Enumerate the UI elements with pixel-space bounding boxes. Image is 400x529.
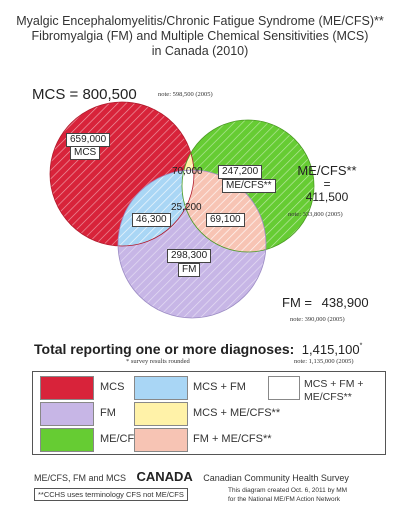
fm-total: FM = 438,900 xyxy=(282,295,369,310)
mcs-only-value: 659,000 xyxy=(66,133,111,147)
legend-swatch-fm xyxy=(40,402,94,426)
legend-swatch-all-three xyxy=(268,376,300,400)
legend-label-mcs-mecfs: MCS + ME/CFS** xyxy=(193,407,281,419)
mecfs-only-label: ME/CFS** xyxy=(222,179,276,193)
mcs-total: MCS = 800,500 xyxy=(32,86,137,103)
summary-value-mark: * xyxy=(359,342,363,350)
mecfs-total-value: 411,500 xyxy=(305,190,349,204)
legend-swatch-mcs xyxy=(40,376,94,400)
mecfs-total: ME/CFS** = 411,500 xyxy=(296,163,358,204)
mcs-mecfs-value: 70,000 xyxy=(172,166,203,177)
summary-label: Total reporting one or more diagnoses: xyxy=(34,341,295,357)
fm-only-label: FM xyxy=(178,263,201,277)
summary-line: Total reporting one or more diagnoses: 1… xyxy=(34,341,362,359)
legend-label-all-three: MCS + FM + ME/CFS** xyxy=(304,378,364,403)
mcs-only-label: MCS xyxy=(70,146,101,160)
legend-swatch-mcs-mecfs xyxy=(134,402,188,426)
diagram-title: Myalgic Encephalomyelitis/Chronic Fatigu… xyxy=(0,14,400,59)
fm-mecfs-value: 69,100 xyxy=(206,213,245,227)
legend-label-fm-mecfs: FM + ME/CFS** xyxy=(193,433,272,445)
legend-label-mcs-fm: MCS + FM xyxy=(193,381,246,393)
title-line-3: in Canada (2010) xyxy=(151,44,249,58)
footer-left: ME/CFS, FM and MCS xyxy=(34,473,127,483)
summary-sub: * survey results rounded xyxy=(126,358,190,365)
legend xyxy=(32,371,386,455)
title-line-2: Fibromyalgia (FM) and Multiple Chemical … xyxy=(31,29,369,43)
mcs-total-label: MCS = xyxy=(32,86,79,103)
legend-label-mcs: MCS xyxy=(100,381,125,393)
footer-terminology: **CCHS uses terminology CFS not ME/CFS xyxy=(34,488,188,501)
legend-swatch-mcs-fm xyxy=(134,376,188,400)
legend-swatch-fm-mecfs xyxy=(134,428,188,452)
summary-value: 1,415,100 xyxy=(301,342,360,357)
mcs-fm-value: 46,300 xyxy=(132,213,171,227)
footer-title: ME/CFS, FM and MCS CANADA Canadian Commu… xyxy=(34,468,349,486)
mcs-total-value: 800,500 xyxy=(82,86,137,103)
mecfs-note: note: 333,800 (2005) xyxy=(288,211,343,218)
footer-credit-1: This diagram created Oct. 6, 2011 by MM xyxy=(228,487,348,494)
mecfs-only-value: 247,200 xyxy=(218,165,263,179)
footer-survey: Canadian Community Health Survey xyxy=(203,473,349,483)
fm-note: note: 390,000 (2005) xyxy=(290,316,345,323)
footer-country: CANADA xyxy=(136,469,193,484)
fm-total-value: 438,900 xyxy=(321,295,369,310)
mecfs-total-eq: = xyxy=(323,177,331,191)
legend-label-fm: FM xyxy=(100,407,116,419)
legend-swatch-mecfs xyxy=(40,428,94,452)
mcs-note: note: 598,500 (2005) xyxy=(158,91,213,98)
footer-credit-2: for the National ME/FM Action Network xyxy=(228,496,340,503)
mecfs-total-label: ME/CFS** xyxy=(297,163,357,178)
fm-total-label: FM = xyxy=(282,295,312,310)
title-line-1: Myalgic Encephalomyelitis/Chronic Fatigu… xyxy=(16,14,384,28)
summary-note: note: 1,135,000 (2005) xyxy=(294,358,354,365)
fm-only-value: 298,300 xyxy=(167,249,212,263)
all-three-value: 25,200 xyxy=(171,202,202,213)
